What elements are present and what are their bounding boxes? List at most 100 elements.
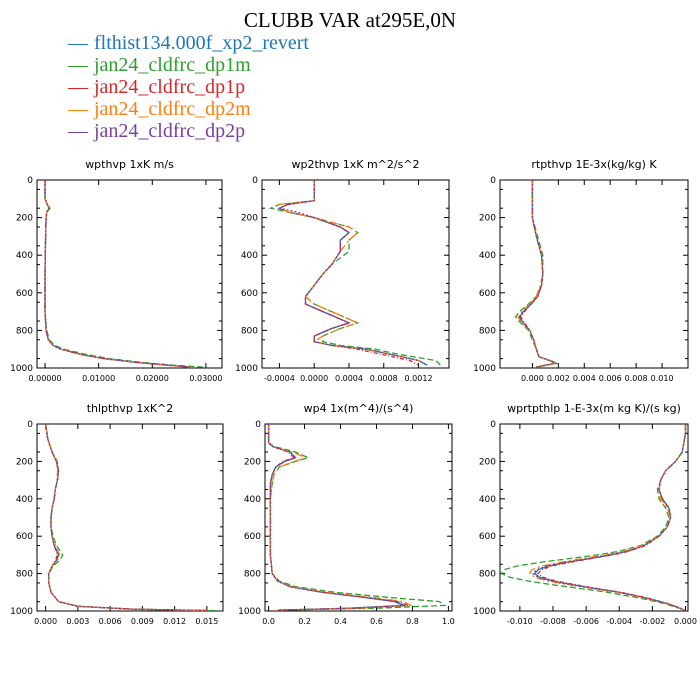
series-line bbox=[528, 424, 687, 611]
y-tick-label: 400 bbox=[479, 495, 496, 505]
legend-label: jan24_cldfrc_dp2m bbox=[94, 98, 251, 120]
x-tick-label: 0.6 bbox=[370, 617, 383, 626]
legend-label: jan24_cldfrc_dp1m bbox=[94, 54, 251, 76]
x-tick-label: 0.2 bbox=[298, 617, 311, 626]
panel-title: wp2thvp 1xK m^2/s^2 bbox=[291, 158, 419, 171]
series-line bbox=[278, 180, 428, 366]
x-tick-label: 0.0 bbox=[262, 617, 275, 626]
series-line bbox=[277, 180, 428, 366]
y-tick-label: 600 bbox=[479, 532, 496, 542]
series-line bbox=[44, 424, 207, 611]
x-tick-label: 0.002 bbox=[547, 374, 570, 383]
x-tick-label: 0.008 bbox=[625, 374, 648, 383]
figure-title: CLUBB VAR at295E,0N bbox=[243, 8, 457, 32]
y-tick-label: 200 bbox=[479, 214, 496, 224]
x-tick-label: 1.0 bbox=[442, 617, 455, 626]
y-tick-label: 600 bbox=[244, 532, 261, 542]
panel-title: wprtpthlp 1-E-3x(m kg K)/(s kg) bbox=[507, 402, 681, 415]
legend-label: jan24_cldfrc_dp1p bbox=[94, 76, 246, 98]
y-tick-label: 200 bbox=[244, 457, 261, 467]
series-line bbox=[44, 180, 189, 368]
series-line bbox=[518, 180, 559, 368]
series-line bbox=[514, 180, 560, 368]
legend-item: — jan24_cldfrc_dp2m bbox=[68, 98, 309, 120]
x-tick-label: -0.006 bbox=[573, 617, 599, 626]
x-tick-label: -0.010 bbox=[507, 617, 533, 626]
legend-line-icon: — bbox=[68, 54, 88, 76]
plot-frame bbox=[264, 423, 453, 612]
x-tick-label: 0.000 bbox=[34, 617, 57, 626]
x-tick-label: -0.004 bbox=[606, 617, 632, 626]
x-tick-label: 0.8 bbox=[406, 617, 419, 626]
chart-panel: wprtpthlp 1-E-3x(m kg K)/(s kg) 0 200 400 60… bbox=[473, 402, 697, 626]
series-line bbox=[44, 424, 216, 611]
y-tick-label: 800 bbox=[16, 570, 33, 580]
x-tick-label: 0.0004 bbox=[335, 374, 363, 383]
y-tick-label: 200 bbox=[479, 457, 496, 467]
y-tick-label: 200 bbox=[16, 457, 33, 467]
y-tick-label: 400 bbox=[244, 495, 261, 505]
y-tick-label: 0 bbox=[27, 176, 33, 186]
series-line bbox=[44, 180, 190, 368]
series-line bbox=[277, 180, 419, 366]
y-tick-label: 200 bbox=[241, 214, 258, 224]
y-tick-label: 1000 bbox=[473, 607, 496, 617]
legend-label: jan24_cldfrc_dp2p bbox=[94, 120, 246, 142]
y-tick-label: 400 bbox=[241, 251, 258, 261]
y-tick-label: 400 bbox=[16, 251, 33, 261]
y-tick-label: 600 bbox=[241, 289, 258, 299]
y-tick-label: 0 bbox=[27, 420, 33, 430]
y-tick-label: 800 bbox=[241, 326, 258, 336]
legend-item: — jan24_cldfrc_dp1m bbox=[68, 54, 309, 76]
x-tick-label: 0.00000 bbox=[28, 374, 61, 383]
x-tick-label: 0.02000 bbox=[136, 374, 169, 383]
y-tick-label: 0 bbox=[255, 420, 261, 430]
y-tick-label: 800 bbox=[16, 326, 33, 336]
x-tick-label: 0.01000 bbox=[82, 374, 115, 383]
x-tick-label: 0.012 bbox=[163, 617, 186, 626]
y-tick-label: 1000 bbox=[235, 364, 258, 374]
panel-title: wpthvp 1xK m/s bbox=[85, 158, 174, 171]
plot-frame bbox=[261, 179, 450, 369]
y-tick-label: 0 bbox=[252, 176, 258, 186]
legend-line-icon: — bbox=[68, 32, 88, 54]
plot-frame bbox=[36, 179, 223, 369]
y-tick-label: 200 bbox=[16, 214, 33, 224]
legend-line-icon: — bbox=[68, 76, 88, 98]
x-tick-label: 0.015 bbox=[195, 617, 218, 626]
legend: — flthist134.000f_xp2_revert — jan24_cldfr… bbox=[68, 32, 309, 142]
x-tick-label: 0.000 bbox=[521, 374, 544, 383]
x-tick-label: 0.010 bbox=[651, 374, 674, 383]
x-tick-label: 0.0008 bbox=[370, 374, 398, 383]
y-tick-label: 1000 bbox=[10, 607, 33, 617]
y-tick-label: 600 bbox=[479, 289, 496, 299]
series-line bbox=[268, 180, 441, 366]
x-tick-label: -0.008 bbox=[540, 617, 566, 626]
y-tick-label: 0 bbox=[490, 420, 496, 430]
legend-item: — jan24_cldfrc_dp2p bbox=[68, 120, 309, 142]
plot-frame bbox=[499, 423, 689, 612]
series-line bbox=[44, 424, 207, 611]
y-tick-label: 1000 bbox=[10, 364, 33, 374]
plot-frame bbox=[36, 423, 224, 612]
x-tick-label: 0.003 bbox=[66, 617, 89, 626]
y-tick-label: 600 bbox=[16, 532, 33, 542]
y-tick-label: 400 bbox=[16, 495, 33, 505]
y-tick-label: 800 bbox=[479, 326, 496, 336]
series-line bbox=[267, 424, 406, 611]
y-tick-label: 0 bbox=[490, 176, 496, 186]
panel-title: wp4 1x(m^4)/(s^4) bbox=[304, 402, 414, 415]
series-line bbox=[44, 424, 207, 611]
legend-label: flthist134.000f_xp2_revert bbox=[94, 32, 309, 54]
x-tick-label: 0.03000 bbox=[189, 374, 222, 383]
series-line bbox=[277, 180, 428, 366]
series-line bbox=[44, 180, 190, 368]
series-line bbox=[519, 180, 559, 368]
x-tick-label: 0.009 bbox=[131, 617, 154, 626]
series-line bbox=[44, 180, 190, 368]
legend-line-icon: — bbox=[68, 98, 88, 120]
x-tick-label: 0.000 bbox=[674, 617, 697, 626]
